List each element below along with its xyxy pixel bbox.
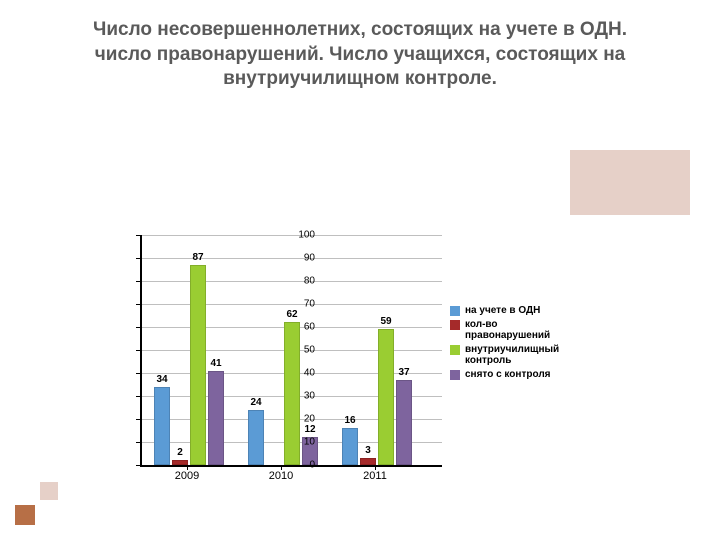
y-tick	[136, 258, 142, 259]
legend-item: внутриучилищный контроль	[450, 344, 585, 367]
y-axis-label: 50	[285, 345, 315, 356]
bar-value-label: 3	[356, 445, 380, 456]
bar-value-label: 62	[280, 309, 304, 320]
y-axis-label: 80	[285, 276, 315, 287]
bar-value-label: 16	[338, 415, 362, 426]
legend-swatch	[450, 345, 460, 355]
bar-value-label: 37	[392, 367, 416, 378]
legend-label: внутриучилищный контроль	[465, 344, 585, 367]
bar	[360, 458, 376, 465]
y-axis-label: 40	[285, 368, 315, 379]
bar-value-label: 24	[244, 397, 268, 408]
y-tick	[136, 327, 142, 328]
bar	[208, 371, 224, 465]
legend-item: на учете в ОДН	[450, 305, 585, 317]
y-tick	[136, 442, 142, 443]
bar-value-label: 34	[150, 374, 174, 385]
legend-swatch	[450, 320, 460, 330]
x-axis-label: 2011	[335, 470, 415, 482]
y-axis-label: 100	[285, 230, 315, 241]
bar	[248, 410, 264, 465]
bar-value-label: 87	[186, 252, 210, 263]
y-axis-label: 10	[285, 437, 315, 448]
x-axis-label: 2010	[241, 470, 321, 482]
chart-legend: на учете в ОДН кол-во правонарушенийвнутр…	[450, 305, 585, 382]
y-tick	[136, 281, 142, 282]
bar-value-label: 12	[298, 424, 322, 435]
bar-value-label: 59	[374, 316, 398, 327]
y-tick	[136, 350, 142, 351]
x-axis-label: 2009	[147, 470, 227, 482]
legend-swatch	[450, 306, 460, 316]
bar-value-label: 41	[204, 358, 228, 369]
decoration-block-bottom-2	[40, 482, 58, 500]
y-axis-label: 60	[285, 322, 315, 333]
bar	[396, 380, 412, 465]
y-tick	[136, 373, 142, 374]
decoration-block-top	[570, 150, 690, 215]
slide-title: Число несовершеннолетних, состоящих на у…	[40, 18, 680, 92]
y-tick	[136, 419, 142, 420]
legend-swatch	[450, 370, 460, 380]
legend-item: снято с контроля	[450, 369, 585, 381]
bar-chart: 34 2 87 41 24 62 12 16 3 59 37 на учете в ОДН кол-в…	[100, 235, 620, 495]
y-axis-label: 90	[285, 253, 315, 264]
legend-item: кол-во правонарушений	[450, 319, 585, 342]
bar	[172, 460, 188, 465]
y-axis-label: 0	[285, 460, 315, 471]
decoration-block-bottom	[15, 505, 35, 525]
y-tick	[136, 235, 142, 236]
bar	[378, 329, 394, 465]
bar-value-label: 2	[168, 447, 192, 458]
y-axis-label: 30	[285, 391, 315, 402]
legend-label: кол-во правонарушений	[465, 319, 585, 342]
y-axis-label: 70	[285, 299, 315, 310]
y-tick	[136, 396, 142, 397]
y-tick	[136, 465, 142, 466]
legend-label: на учете в ОДН	[465, 305, 540, 317]
legend-label: снято с контроля	[465, 369, 551, 381]
y-axis-label: 20	[285, 414, 315, 425]
y-tick	[136, 304, 142, 305]
